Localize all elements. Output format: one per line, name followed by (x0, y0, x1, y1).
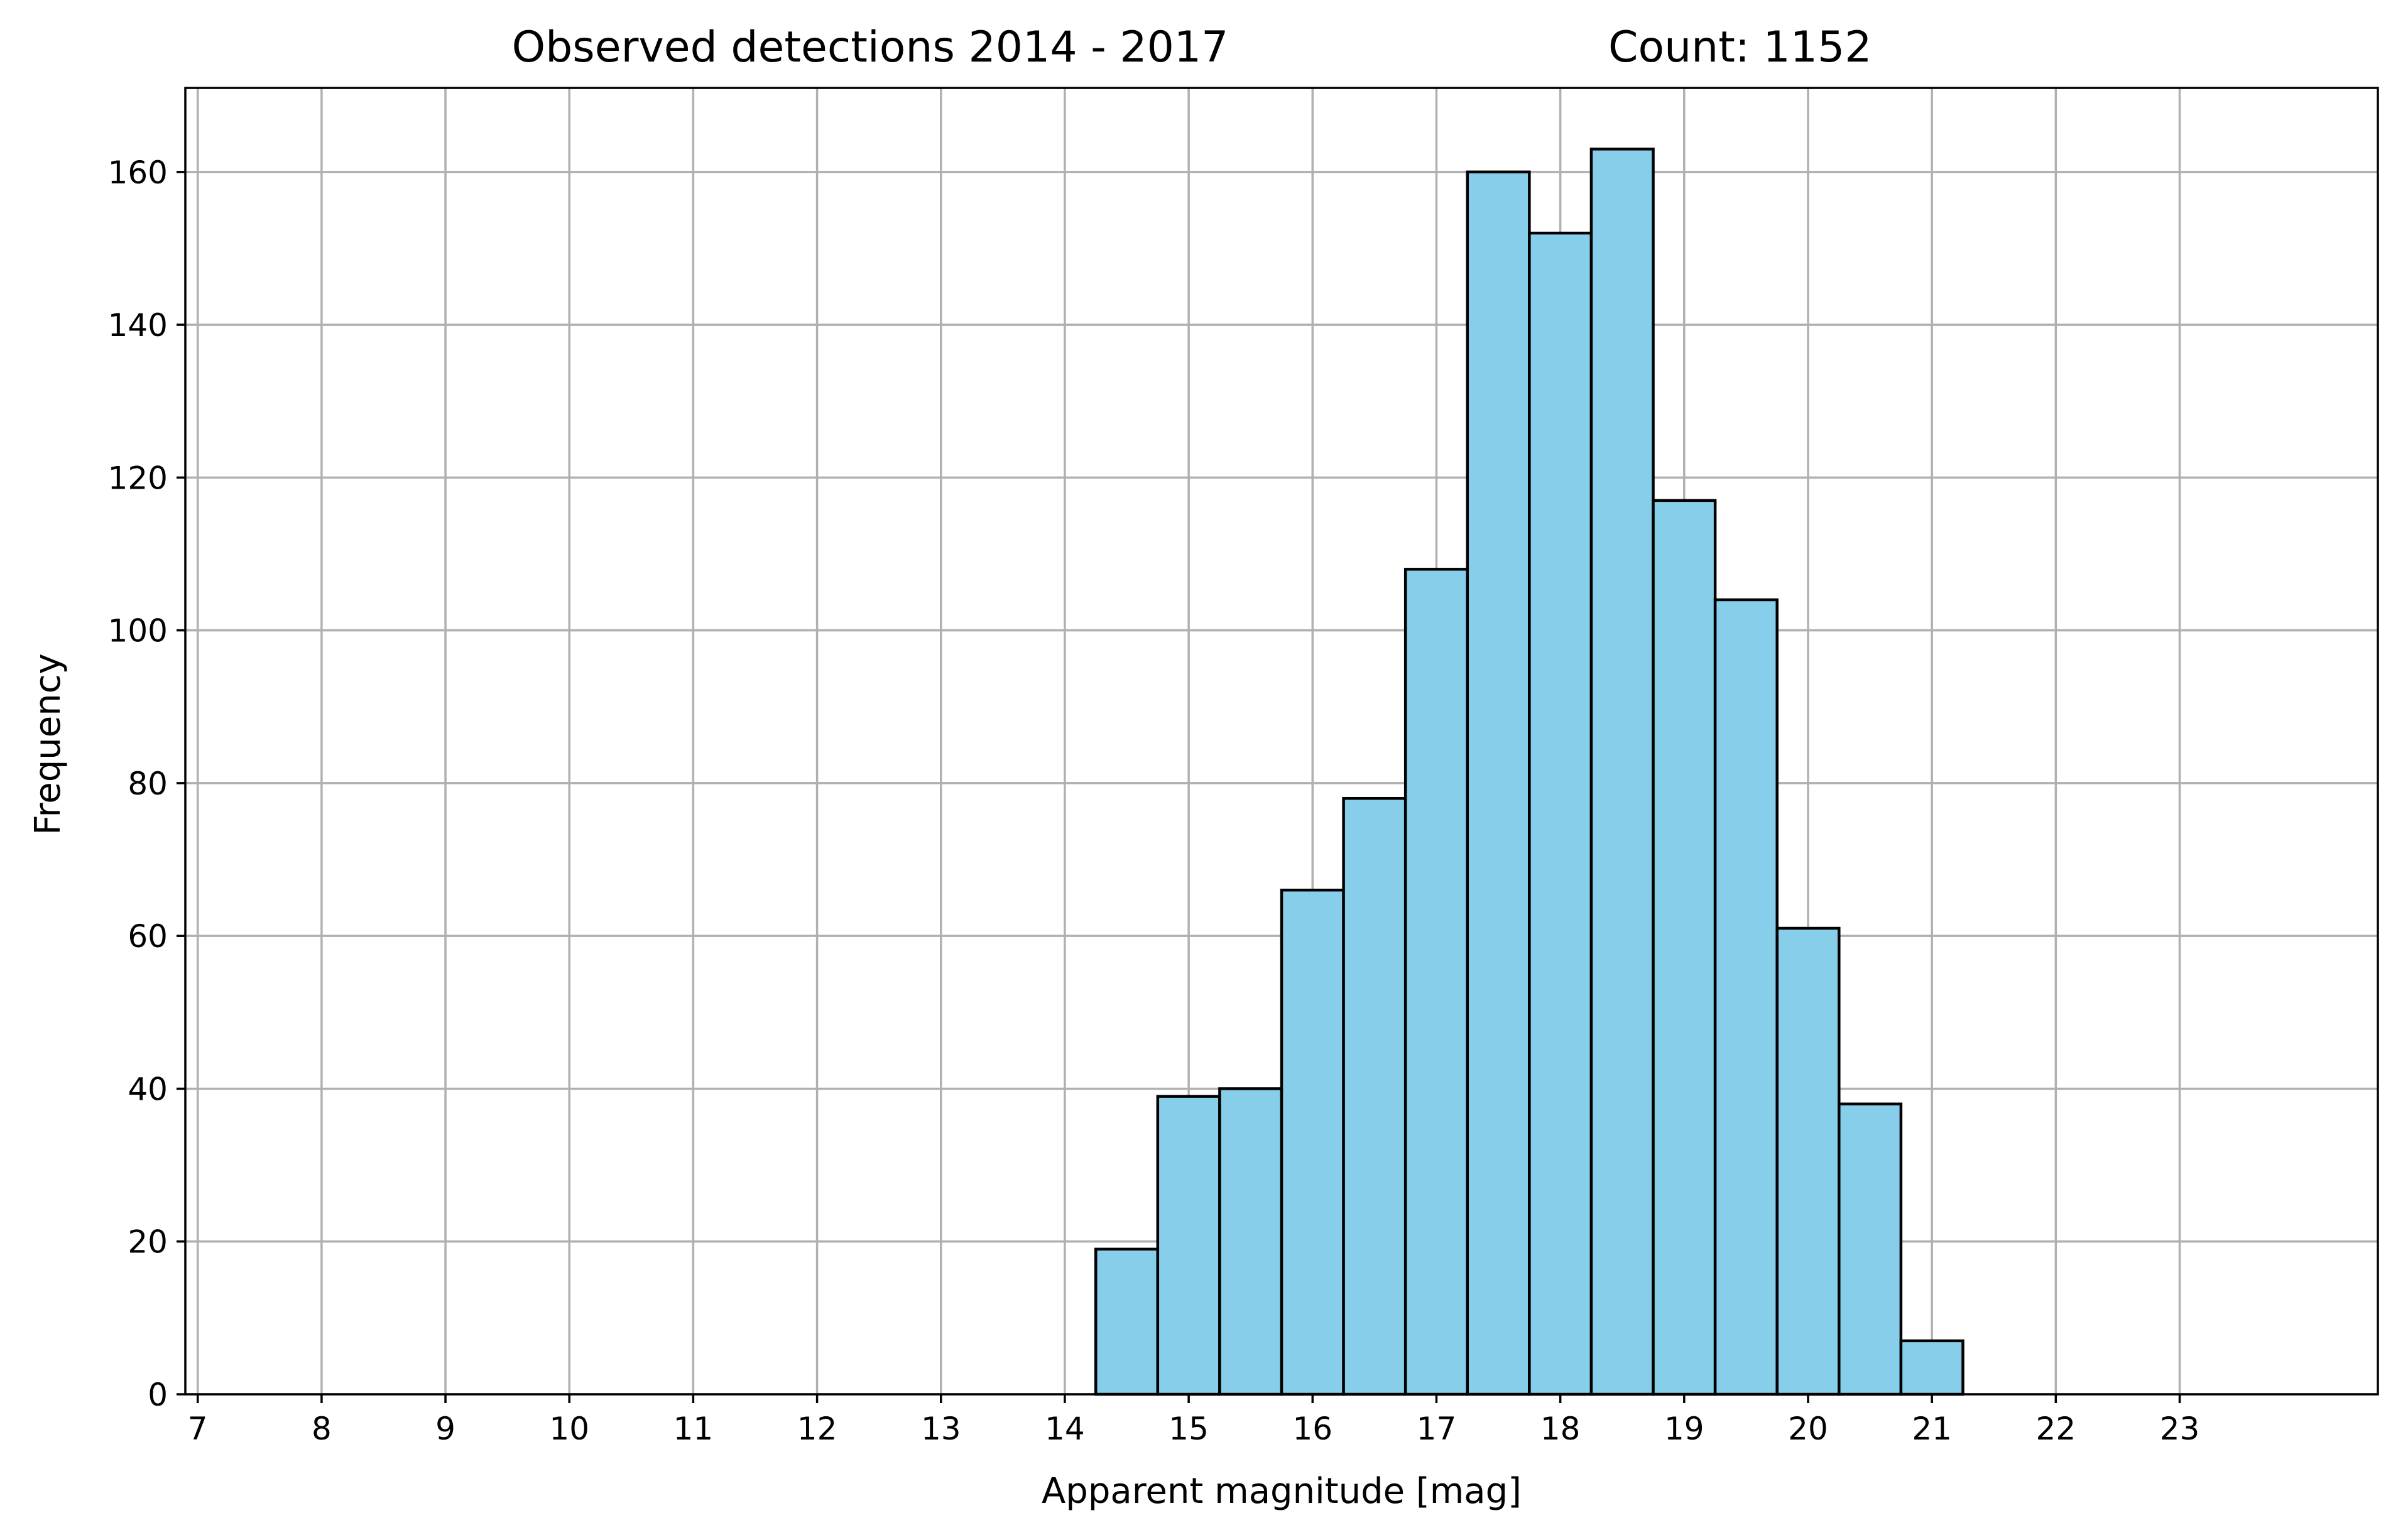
histogram-bar (1156, 1095, 1221, 1396)
y-tick-label: 40 (128, 1071, 168, 1107)
x-tick-label: 20 (1788, 1411, 1828, 1447)
axis-layer: 7 8 9 10 11 12 13 14 15 16 17 18 19 20 21 22 23 0 20 40 60 80… (108, 155, 2200, 1447)
x-tick-label: 14 (1045, 1411, 1085, 1447)
x-tick-label: 17 (1417, 1411, 1457, 1447)
histogram-bar (1775, 926, 1841, 1396)
histogram-bar (1094, 1247, 1160, 1396)
y-axis-label: Frequency (28, 653, 68, 835)
histogram-bar (1838, 1102, 1903, 1396)
x-tick-label: 9 (435, 1411, 455, 1447)
x-tick-label: 7 (188, 1411, 208, 1447)
histogram-bar (1342, 796, 1407, 1396)
x-tick-label: 23 (2160, 1411, 2200, 1447)
histogram-bar (1218, 1087, 1283, 1396)
y-tick-label: 0 (148, 1377, 168, 1413)
y-tick-label: 100 (108, 613, 168, 649)
x-tick-label: 18 (1540, 1411, 1581, 1447)
histogram-bar (1403, 568, 1469, 1396)
x-tick-label: 19 (1664, 1411, 1704, 1447)
x-tick-label: 15 (1169, 1411, 1209, 1447)
y-tick-label: 60 (128, 918, 168, 955)
x-tick-label: 21 (1912, 1411, 1952, 1447)
x-axis-label: Apparent magnitude [mag] (1042, 1471, 1522, 1512)
histogram-bar (1652, 499, 1717, 1396)
histogram-bar (1899, 1339, 1964, 1396)
x-tick-label: 11 (673, 1411, 714, 1447)
y-tick-label: 160 (108, 155, 168, 191)
bar-layer (1094, 148, 1964, 1396)
count-annotation: Count: 1152 (1608, 23, 1872, 72)
y-tick-label: 120 (108, 460, 168, 496)
histogram-bar (1280, 888, 1345, 1396)
histogram-bar (1466, 170, 1531, 1396)
x-tick-label: 10 (549, 1411, 589, 1447)
x-tick-label: 16 (1292, 1411, 1332, 1447)
y-tick-label: 140 (108, 307, 168, 344)
chart-title: Observed detections 2014 - 2017 (512, 23, 1229, 72)
histogram-bar (1713, 598, 1779, 1396)
histogram-bar (1528, 231, 1593, 1396)
x-tick-label: 22 (2036, 1411, 2076, 1447)
histogram-bar (1589, 148, 1655, 1396)
x-tick-label: 12 (797, 1411, 837, 1447)
y-tick-label: 20 (128, 1224, 168, 1261)
y-tick-label: 80 (128, 766, 168, 802)
x-tick-label: 8 (312, 1411, 332, 1447)
x-tick-label: 13 (921, 1411, 961, 1447)
plot-frame (184, 87, 2379, 1396)
